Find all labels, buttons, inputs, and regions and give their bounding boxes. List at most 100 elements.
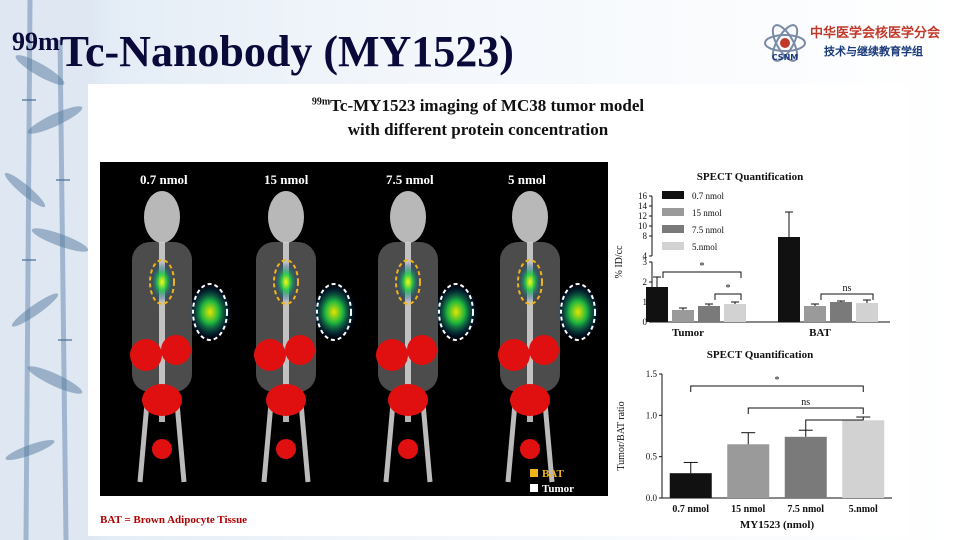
bat-marker (517, 259, 543, 305)
csnm-logo: CSNM 中华医学会核医学分会 技术与继续教育学组 (762, 18, 952, 70)
legend-bat: BAT (530, 468, 564, 480)
bat-swatch-icon (530, 469, 538, 477)
chart1-legend-swatch (662, 191, 684, 199)
org-subname: 技术与继续教育学组 (824, 45, 923, 58)
skull-shape (268, 191, 304, 243)
chart2-ylabel: Tumor/BAT ratio (616, 401, 627, 470)
chart1-bar-15nmol-Tumor (672, 310, 694, 322)
chart1-bar-5nmol-BAT (856, 303, 878, 322)
legend-tumor-label: Tumor (542, 483, 574, 495)
liver-uptake (142, 384, 182, 416)
atom-logo-icon: CSNM (764, 24, 806, 62)
tumor-swatch-icon (530, 484, 538, 492)
chart2-bar-1 (669, 473, 712, 498)
chart2-bar-4 (842, 420, 885, 498)
title-superscript: 99m (12, 27, 60, 56)
chart1-category-label: BAT (809, 327, 831, 339)
figure-title-line1: 99mTc-MY1523 imaging of MC38 tumor model (88, 96, 868, 116)
panel-label-1: 0.7 nmol (140, 172, 188, 187)
legend-bat-label: BAT (542, 468, 564, 480)
chart1-bar-75nmol-BAT (830, 302, 852, 322)
tumor-marker (560, 283, 596, 341)
figure-title-text: Tc-MY1523 imaging of MC38 tumor model (330, 96, 645, 115)
chart1-bar-07nmol-Tumor (646, 287, 668, 322)
kidney-left (254, 339, 286, 371)
kidney-right (161, 335, 191, 365)
chart1-bracket-1-label: * (700, 261, 705, 272)
spine-shape (527, 242, 533, 422)
figure-title-sup: 99m (311, 96, 331, 108)
spect-quantification-chart-1: SPECT Quantification% ID/cc0123481012141… (614, 171, 890, 339)
chart1-bar-07nmol-BAT (778, 237, 800, 322)
chart1-bar-5nmol-Tumor (724, 304, 746, 322)
spect-scans (130, 191, 600, 483)
logo-mark: CSNM (772, 53, 798, 62)
panel-label-2: 15 nmol (264, 172, 309, 187)
tumor-uptake (312, 284, 356, 340)
chart2-bracket-2 (747, 407, 864, 414)
chart2-title: SPECT Quantification (707, 349, 813, 361)
tumor-marker (438, 283, 474, 341)
chart2-ytick-label: 1.0 (646, 410, 658, 420)
bat-uptake (274, 262, 298, 302)
chart1-ytick-label: 0 (643, 317, 648, 327)
figure-panel: 99mTc-MY1523 imaging of MC38 tumor model… (88, 84, 908, 536)
panel-label-3: 7.5 nmol (386, 172, 434, 187)
chart1-ytick-label: 4 (643, 251, 648, 261)
kidney-right (529, 335, 559, 365)
kidney-left (376, 339, 408, 371)
chart2-category-label: 5.nmol (849, 504, 878, 515)
chart1-ytick-label: 14 (638, 201, 648, 211)
chart1-legend-label: 5.nmol (692, 242, 718, 252)
chart1-bracket-1 (662, 271, 742, 278)
bat-uptake (150, 262, 174, 302)
chart1-ytick-label: 8 (643, 231, 648, 241)
chart1-ytick-label: 2 (643, 277, 648, 287)
org-name: 中华医学会核医学分会 (810, 26, 941, 41)
tumor-marker (192, 283, 228, 341)
bat-marker (273, 259, 299, 305)
skull-shape (512, 191, 548, 243)
chart2-ytick-label: 1.5 (646, 369, 658, 379)
liver-uptake (266, 384, 306, 416)
spect-image-panel: 0.7 nmol 15 nmol 7.5 nmol 5 nmol BAT Tum… (100, 162, 608, 496)
bat-marker (395, 259, 421, 305)
bamboo-decoration (0, 0, 95, 540)
chart2-bracket-1-label: * (775, 375, 780, 386)
spine-shape (159, 242, 165, 422)
chart1-ytick-label: 16 (638, 191, 648, 201)
chart2-category-label: 7.5 nmol (787, 504, 824, 515)
bladder-uptake (276, 439, 296, 459)
chart2-bracket-inner (805, 419, 864, 431)
chart1-legend-label: 15 nmol (692, 208, 722, 218)
chart2-category-label: 15 nmol (731, 504, 765, 515)
chart2-bracket-2-label: ns (801, 397, 810, 408)
mouse-scan-1 (130, 191, 232, 483)
chart2-xlabel: MY1523 (nmol) (740, 519, 815, 531)
bladder-uptake (152, 439, 172, 459)
chart1-ylabel: % ID/cc (614, 245, 625, 279)
kidney-right (407, 335, 437, 365)
kidney-right (285, 335, 315, 365)
tumor-uptake (556, 284, 600, 340)
mouse-scan-4 (498, 191, 600, 483)
chart1-bar-15nmol-BAT (804, 306, 826, 322)
spine-shape (405, 242, 411, 422)
chart1-bracket-2 (714, 293, 742, 300)
chart1-legend-swatch (662, 208, 684, 216)
tumor-uptake (434, 284, 478, 340)
tumor-marker (316, 283, 352, 341)
chart1-title: SPECT Quantification (697, 171, 803, 183)
kidney-left (130, 339, 162, 371)
chart2-ytick-label: 0.5 (646, 452, 658, 462)
kidney-left (498, 339, 530, 371)
bat-uptake (518, 262, 542, 302)
liver-uptake (510, 384, 550, 416)
chart1-legend-label: 7.5 nmol (692, 225, 725, 235)
spect-quantification-chart-2: SPECT Quantification Tumor/BAT ratio 0.0 0.… (616, 349, 892, 531)
bladder-uptake (520, 439, 540, 459)
bat-marker (149, 259, 175, 305)
skull-shape (144, 191, 180, 243)
chart1-bracket-3 (820, 293, 874, 300)
title-text: Tc-Nanobody (MY1523) (59, 27, 514, 76)
